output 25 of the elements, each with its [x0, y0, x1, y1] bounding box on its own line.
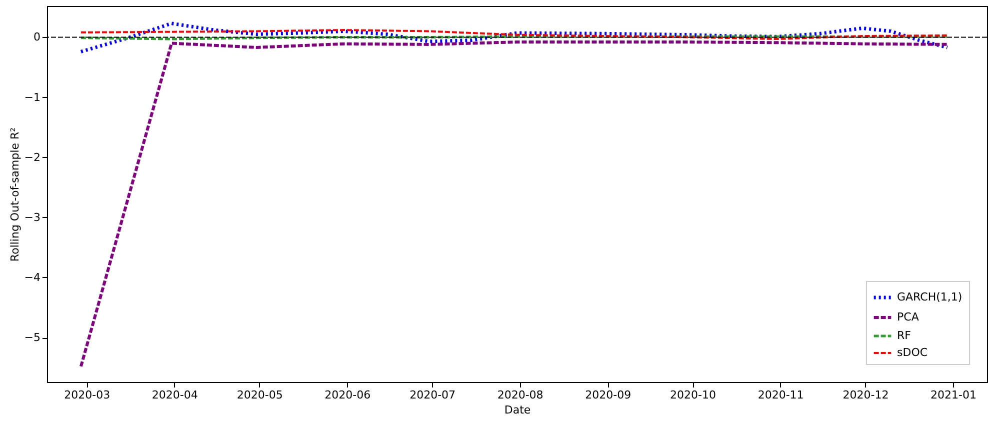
- legend-label: sDOC: [897, 346, 928, 359]
- legend-label: PCA: [897, 310, 920, 324]
- legend-label: GARCH(1,1): [897, 290, 962, 304]
- line-series: [80, 29, 948, 40]
- x-tick-label: 2020-12: [842, 388, 889, 402]
- x-tick-label: 2020-04: [152, 388, 198, 402]
- x-tick-label: 2020-03: [64, 388, 110, 402]
- x-tick-label: 2020-05: [236, 388, 283, 402]
- legend-label: RF: [897, 329, 911, 342]
- y-tick-label: −4: [24, 270, 40, 284]
- y-tick-label: 0: [34, 30, 40, 44]
- y-tick-label: −2: [24, 150, 40, 164]
- x-tick-label: 2021-01: [930, 388, 977, 402]
- y-tick-label: −1: [24, 90, 40, 104]
- y-axis-title: Rolling Out-of-sample R²: [8, 127, 22, 262]
- x-axis-title: Date: [504, 404, 531, 416]
- x-tick-label: 2020-07: [410, 388, 456, 402]
- line-series: [79, 22, 950, 54]
- y-tick-label: −5: [24, 331, 40, 344]
- x-tick-label: 2020-09: [585, 388, 632, 402]
- x-tick-label: 2020-10: [670, 388, 716, 402]
- x-tick-label: 2020-08: [497, 388, 544, 402]
- x-tick-label: 2020-11: [758, 388, 804, 402]
- y-tick-label: −3: [24, 210, 40, 224]
- x-tick-label: 2020-06: [324, 388, 371, 402]
